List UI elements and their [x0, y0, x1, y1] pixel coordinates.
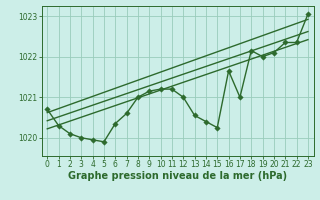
X-axis label: Graphe pression niveau de la mer (hPa): Graphe pression niveau de la mer (hPa) — [68, 171, 287, 181]
